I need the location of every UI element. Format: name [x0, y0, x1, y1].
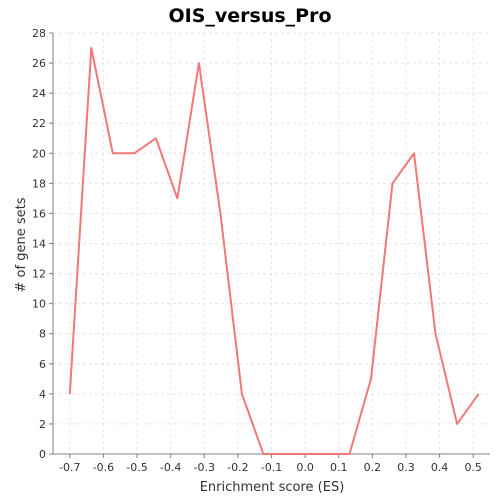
data-point: [413, 152, 415, 154]
x-tick-label: -0.1: [261, 461, 282, 474]
y-tick-label: 8: [39, 328, 46, 341]
x-axis-label: Enrichment score (ES): [200, 480, 345, 495]
y-tick-label: 28: [32, 27, 46, 40]
data-point: [435, 333, 437, 335]
data-point: [69, 393, 71, 395]
x-tick-label: 0.0: [296, 461, 314, 474]
x-tick-label: 0.2: [364, 461, 382, 474]
y-tick-label: 26: [32, 57, 46, 70]
y-tick-label: 2: [39, 418, 46, 431]
data-point: [241, 393, 243, 395]
y-tick-label: 20: [32, 147, 46, 160]
x-tick-label: -0.7: [59, 461, 80, 474]
data-point: [219, 212, 221, 214]
x-tick-label: 0.1: [330, 461, 348, 474]
data-point: [155, 137, 157, 139]
data-point: [392, 182, 394, 184]
data-point: [112, 152, 114, 154]
data-point: [262, 453, 264, 455]
x-tick-label: 0.4: [431, 461, 449, 474]
x-tick-label: -0.5: [126, 461, 147, 474]
x-tick-label: 0.5: [464, 461, 482, 474]
x-tick-label: -0.4: [160, 461, 181, 474]
y-axis-label: # of gene sets: [14, 197, 29, 292]
data-point: [478, 393, 480, 395]
y-tick-label: 24: [32, 87, 46, 100]
chart-title: OIS_versus_Pro: [168, 5, 331, 27]
x-tick-label: -0.2: [227, 461, 248, 474]
data-point: [305, 453, 307, 455]
data-point: [90, 47, 92, 49]
x-tick-label: -0.6: [93, 461, 114, 474]
data-point: [284, 453, 286, 455]
y-tick-label: 0: [39, 448, 46, 461]
y-tick-label: 6: [39, 358, 46, 371]
data-point: [348, 453, 350, 455]
y-tick-label: 4: [39, 388, 46, 401]
series-line: [68, 47, 480, 455]
data-point: [176, 197, 178, 199]
y-tick-label: 14: [32, 238, 46, 251]
y-tick-label: 16: [32, 207, 46, 220]
data-point: [456, 423, 458, 425]
data-point: [370, 378, 372, 380]
data-point: [133, 152, 135, 154]
y-tick-label: 18: [32, 177, 46, 190]
y-tick-label: 10: [32, 298, 46, 311]
y-tick-label: 12: [32, 268, 46, 281]
data-point: [327, 453, 329, 455]
data-point: [198, 62, 200, 64]
x-tick-label: -0.3: [194, 461, 215, 474]
x-tick-label: 0.3: [397, 461, 415, 474]
y-tick-label: 22: [32, 117, 46, 130]
